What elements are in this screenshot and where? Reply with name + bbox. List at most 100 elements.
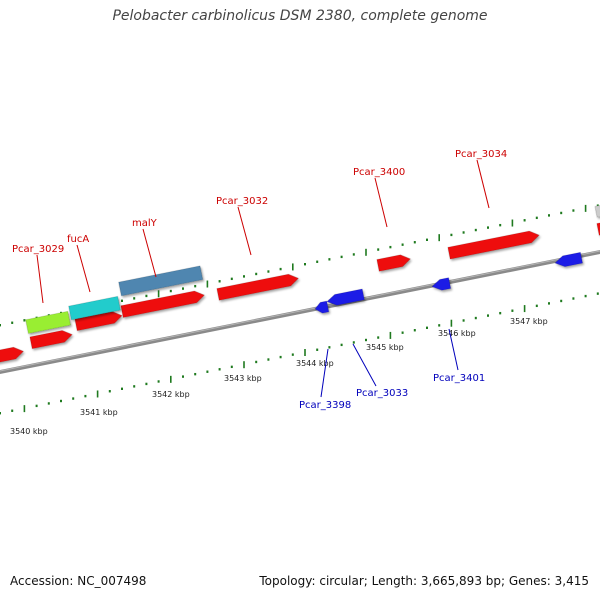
gene-arrow-pcar-3398: [314, 300, 330, 314]
tick-minor: [0, 324, 1, 327]
reverse-tick-row: [0, 292, 599, 415]
tick-minor: [474, 228, 477, 232]
leader-line: [374, 177, 388, 228]
tick-minor: [11, 321, 14, 324]
scale-tick-label: 3542 kbp: [152, 390, 190, 399]
gene-arrow-pcar-3033: [326, 288, 365, 306]
tick-minor: [584, 294, 587, 298]
tick-minor: [121, 299, 123, 302]
gene-arrow-pcar-3029: [29, 330, 73, 350]
tick-minor: [133, 297, 136, 300]
tick-minor: [596, 292, 599, 295]
tick-minor: [462, 231, 465, 234]
leader-line: [476, 159, 490, 209]
gene-block-malY: [118, 265, 204, 297]
tick-minor: [340, 255, 343, 259]
tick-minor: [230, 365, 233, 369]
tick-minor: [84, 394, 87, 398]
tick-minor: [450, 233, 453, 237]
tick-minor: [487, 314, 489, 317]
gene-label-fucA: fucA: [67, 234, 89, 245]
tick-minor: [255, 360, 258, 364]
scale-tick-label: 3540 kbp: [10, 427, 48, 436]
tick-minor: [560, 211, 563, 215]
scale-tick-label: 3543 kbp: [224, 374, 262, 383]
tick-minor: [572, 297, 575, 300]
tick-minor: [572, 209, 575, 212]
gene-block-fucA: [68, 295, 121, 321]
tick-minor: [243, 275, 245, 278]
tick-minor: [511, 309, 514, 312]
genome-stats-text: Topology: circular; Length: 3,665,893 bp…: [259, 574, 589, 588]
tick-minor: [535, 216, 538, 220]
gene-arrow-malY-forward: [120, 290, 205, 318]
tick-minor: [206, 370, 209, 373]
tick-minor: [352, 341, 355, 344]
tick-minor: [145, 294, 148, 298]
tick-minor: [133, 385, 136, 388]
tick-minor: [560, 299, 563, 303]
tick-minor: [218, 368, 221, 371]
tick-minor: [218, 280, 221, 283]
tick-minor: [194, 284, 197, 288]
tick-minor: [413, 329, 416, 332]
gene-arrow-pcar-3034: [447, 230, 540, 260]
tick-minor: [291, 353, 294, 356]
tick-minor: [499, 311, 502, 315]
tick-minor: [328, 258, 331, 261]
tick-minor: [474, 316, 477, 320]
leader-line: [237, 206, 252, 256]
scale-tick-label: 3546 kbp: [438, 329, 476, 338]
tick-minor: [182, 375, 184, 378]
page-title: Pelobacter carbinolicus DSM 2380, comple…: [112, 8, 488, 24]
gene-label-pcar-3401: Pcar_3401: [433, 373, 485, 384]
gene-block-yellowgreen: [25, 310, 71, 334]
tick-minor: [23, 319, 26, 322]
leader-line: [76, 244, 91, 293]
scale-tick-label: 3545 kbp: [366, 343, 404, 352]
tick-minor: [108, 390, 111, 393]
tick-minor: [401, 331, 404, 334]
tick-minor: [60, 399, 62, 403]
gene-arrow-pcar-3032: [216, 273, 299, 301]
gene-label-pcar-3400: Pcar_3400: [353, 167, 405, 178]
scale-tick-label: 3544 kbp: [296, 359, 334, 368]
genome-backbone-highlight: [0, 250, 600, 372]
tick-minor: [230, 277, 233, 281]
tick-minor: [182, 287, 184, 290]
tick-minor: [267, 358, 270, 361]
tick-minor: [499, 223, 502, 227]
tick-minor: [328, 346, 331, 349]
accession-text: Accession: NC_007498: [10, 574, 147, 588]
tick-minor: [47, 402, 50, 405]
gene-label-pcar-3034: Pcar_3034: [455, 149, 507, 160]
gene-label-malY: malY: [132, 218, 158, 229]
tick-minor: [426, 238, 428, 241]
tick-minor: [316, 348, 319, 351]
tick-minor: [389, 245, 392, 249]
tick-minor: [279, 355, 282, 359]
leader-line: [352, 343, 377, 387]
gene-arrow-pcar-3400: [376, 254, 411, 272]
gene-label-pcar-3029: Pcar_3029: [12, 244, 64, 255]
tick-minor: [426, 326, 428, 329]
leader-line: [320, 348, 329, 398]
leader-line: [448, 328, 459, 371]
tick-minor: [377, 336, 380, 339]
gene-block-grey-edge: [594, 204, 600, 218]
gene-arrow-pcar-3401: [431, 277, 452, 291]
tick-minor: [462, 319, 465, 322]
gene-arrow-forward-edge: [596, 222, 600, 236]
tick-minor: [157, 380, 160, 383]
tick-minor: [340, 343, 343, 347]
tick-minor: [11, 409, 14, 412]
tick-minor: [316, 260, 319, 263]
tick-minor: [267, 270, 270, 273]
gene-arrow-reverse: [554, 251, 583, 267]
gene-label-pcar-3033: Pcar_3033: [356, 388, 408, 399]
scale-tick-label: 3541 kbp: [80, 408, 118, 417]
tick-minor: [365, 338, 367, 342]
tick-minor: [72, 397, 75, 400]
tick-minor: [548, 214, 550, 217]
